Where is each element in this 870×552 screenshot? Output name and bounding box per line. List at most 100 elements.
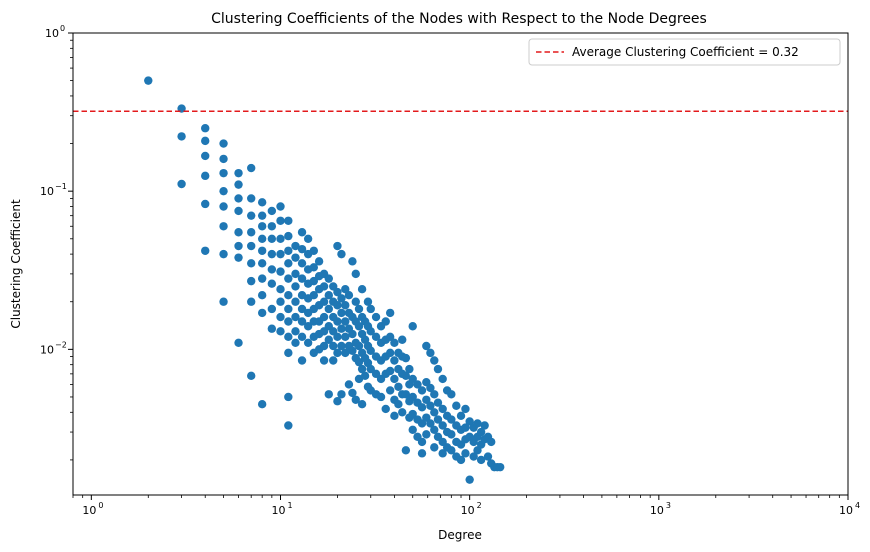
data-point [376, 392, 386, 402]
x-axis-ticks: 10 0 10 1 10 2 10 3 10 4 [72, 495, 860, 517]
data-point [297, 244, 307, 254]
data-point [381, 404, 390, 414]
data-point [319, 297, 329, 306]
data-point [234, 253, 243, 262]
data-point [276, 234, 285, 243]
data-point [276, 285, 285, 294]
data-point [319, 282, 329, 291]
data-point [357, 285, 367, 294]
data-point [390, 411, 399, 421]
data-point [329, 356, 338, 365]
data-point [219, 168, 228, 178]
data-point [408, 392, 417, 402]
data-point [394, 382, 403, 391]
data-point [234, 241, 243, 251]
data-point [381, 317, 390, 326]
data-point [456, 455, 466, 465]
data-point [480, 421, 489, 430]
data-point [247, 259, 256, 268]
data-point [267, 234, 277, 243]
data-point [422, 341, 431, 351]
data-point [267, 249, 277, 259]
data-point [371, 332, 381, 342]
data-point [219, 222, 228, 231]
data-point [348, 329, 357, 339]
data-point [267, 206, 277, 216]
data-point [284, 274, 293, 283]
data-point [447, 430, 456, 439]
data-point [430, 356, 439, 365]
data-point [422, 413, 431, 422]
data-point [314, 257, 324, 266]
data-point [284, 246, 293, 255]
data-point [319, 312, 329, 322]
data-point [201, 246, 210, 255]
data-point [144, 76, 153, 85]
data-point [291, 327, 300, 336]
data-point [337, 341, 346, 351]
data-point [401, 390, 411, 399]
data-point [234, 194, 243, 203]
data-point [303, 234, 313, 243]
data-point [360, 335, 370, 344]
data-point [433, 415, 443, 424]
data-point [385, 332, 395, 342]
data-point [333, 332, 342, 342]
data-point [319, 341, 329, 351]
data-point [401, 446, 411, 455]
y-tick-label: 10 [40, 343, 54, 356]
data-point [344, 380, 354, 389]
x-tick-exponent: 1 [287, 501, 292, 510]
data-point [267, 222, 277, 231]
data-point [394, 400, 403, 409]
data-point [430, 390, 439, 399]
data-point [426, 348, 435, 358]
data-point [341, 317, 350, 326]
data-point [417, 449, 427, 458]
data-point [401, 371, 411, 381]
data-point [405, 364, 414, 374]
data-point [426, 401, 435, 410]
data-point [333, 397, 342, 406]
data-point [309, 263, 319, 272]
data-point [276, 249, 285, 259]
data-point [309, 276, 319, 286]
y-tick-label: 10 [40, 185, 54, 198]
data-point [408, 409, 417, 419]
data-point [284, 259, 293, 268]
data-point [426, 419, 435, 428]
data-point [219, 154, 228, 164]
data-point [438, 449, 447, 458]
data-point [257, 274, 267, 283]
data-point [219, 139, 228, 148]
data-point [267, 324, 277, 333]
data-point [333, 348, 342, 358]
data-point [438, 374, 447, 384]
data-point [408, 425, 417, 434]
data-point [366, 327, 375, 336]
data-point [247, 228, 256, 237]
data-point [385, 366, 395, 376]
data-point [417, 386, 427, 395]
data-point [390, 356, 399, 365]
data-point [398, 335, 407, 344]
x-axis-label: Degree [438, 528, 482, 542]
legend-box [528, 38, 841, 66]
data-point [257, 234, 267, 243]
data-point [390, 374, 399, 384]
data-point [276, 202, 285, 211]
data-point [291, 241, 300, 251]
data-point [438, 421, 447, 430]
data-point [452, 401, 461, 410]
data-point [201, 199, 210, 209]
data-point [469, 452, 478, 461]
data-point [348, 388, 357, 398]
data-point [267, 279, 277, 288]
data-point [447, 446, 456, 455]
data-point [219, 202, 228, 211]
data-point [257, 259, 267, 268]
data-point [483, 452, 493, 461]
data-point [341, 348, 350, 358]
data-point [257, 290, 267, 300]
